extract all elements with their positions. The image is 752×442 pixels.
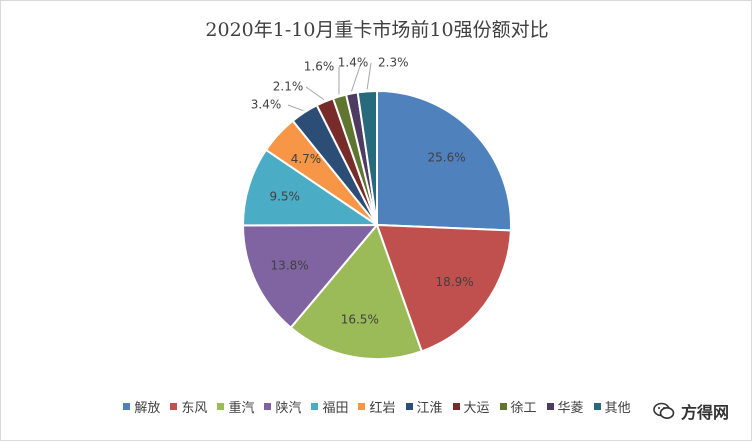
data-label-5: 9.5% bbox=[269, 189, 300, 203]
data-label-2: 18.9% bbox=[436, 275, 474, 289]
watermark: 方得网 bbox=[653, 399, 729, 423]
legend-item-11: 其他 bbox=[594, 397, 631, 416]
data-label-4: 13.8% bbox=[271, 258, 309, 272]
legend-item-10: 华菱 bbox=[547, 397, 584, 416]
legend-label-11: 其他 bbox=[605, 397, 631, 416]
legend-swatch-4 bbox=[264, 403, 271, 410]
legend-item-8: 大运 bbox=[453, 397, 490, 416]
legend-swatch-6 bbox=[358, 403, 365, 410]
data-label-7: 3.4% bbox=[251, 98, 282, 112]
legend-swatch-9 bbox=[500, 403, 507, 410]
data-label-9: 1.6% bbox=[304, 60, 335, 74]
legend-swatch-1 bbox=[123, 403, 130, 410]
data-label-11: 2.3% bbox=[378, 56, 409, 70]
legend-label-7: 江淮 bbox=[417, 397, 443, 416]
legend-label-2: 东风 bbox=[181, 397, 207, 416]
legend-label-9: 徐工 bbox=[511, 397, 537, 416]
watermark-text: 方得网 bbox=[681, 399, 729, 423]
legend-swatch-2 bbox=[170, 403, 177, 410]
leader-line-7 bbox=[288, 105, 303, 111]
legend-item-2: 东风 bbox=[170, 397, 207, 416]
data-label-6: 4.7% bbox=[291, 152, 322, 166]
legend-item-6: 红岩 bbox=[358, 397, 395, 416]
legend-item-7: 江淮 bbox=[406, 397, 443, 416]
legend-label-6: 红岩 bbox=[369, 397, 395, 416]
data-label-10: 1.4% bbox=[338, 56, 369, 70]
legend-swatch-5 bbox=[311, 403, 318, 410]
legend-item-9: 徐工 bbox=[500, 397, 537, 416]
legend: 解放 东风 重汽 陕汽 福田 红岩 江淮 大运 徐工 华菱 其他 bbox=[1, 397, 752, 416]
data-label-1: 25.6% bbox=[428, 151, 466, 165]
legend-label-1: 解放 bbox=[134, 397, 160, 416]
legend-label-4: 陕汽 bbox=[275, 397, 301, 416]
legend-swatch-3 bbox=[217, 403, 224, 410]
legend-swatch-8 bbox=[453, 403, 460, 410]
legend-item-3: 重汽 bbox=[217, 397, 254, 416]
legend-label-10: 华菱 bbox=[558, 397, 584, 416]
legend-label-3: 重汽 bbox=[228, 397, 254, 416]
legend-item-4: 陕汽 bbox=[264, 397, 301, 416]
data-label-3: 16.5% bbox=[341, 312, 379, 326]
legend-label-8: 大运 bbox=[464, 397, 490, 416]
wechat-icon bbox=[653, 402, 675, 420]
legend-swatch-10 bbox=[547, 403, 554, 410]
legend-label-5: 福田 bbox=[322, 397, 348, 416]
legend-swatch-7 bbox=[406, 403, 413, 410]
data-label-8: 2.1% bbox=[273, 80, 304, 94]
legend-item-5: 福田 bbox=[311, 397, 348, 416]
legend-item-1: 解放 bbox=[123, 397, 160, 416]
leader-line-8 bbox=[306, 87, 324, 100]
legend-swatch-11 bbox=[594, 403, 601, 410]
